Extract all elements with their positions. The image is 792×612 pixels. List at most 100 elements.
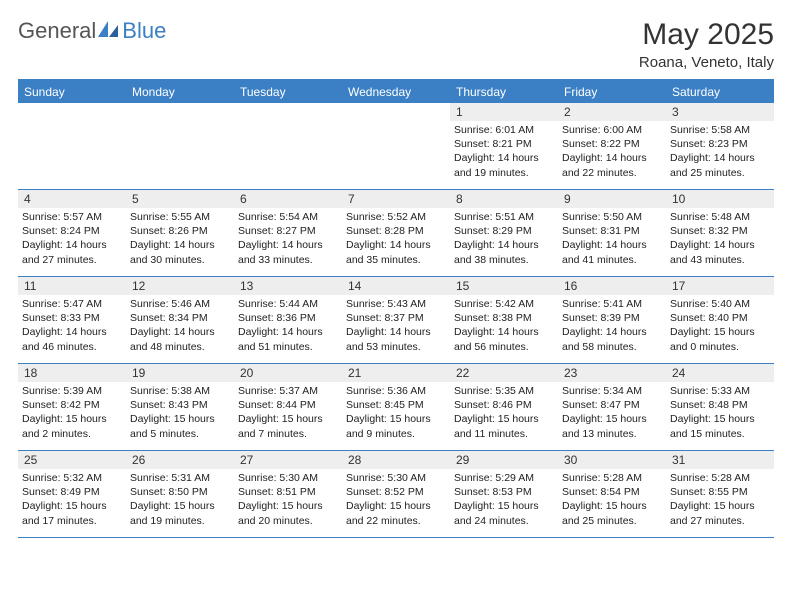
day-number: 22 — [450, 364, 558, 382]
day-number: 3 — [666, 103, 774, 121]
daylight-text-1: Daylight: 14 hours — [562, 238, 662, 252]
sunset-text: Sunset: 8:22 PM — [562, 137, 662, 151]
day-header-cell: Tuesday — [234, 81, 342, 103]
daylight-text-1: Daylight: 15 hours — [562, 412, 662, 426]
day-number: 21 — [342, 364, 450, 382]
sun-info: Sunrise: 5:55 AMSunset: 8:26 PMDaylight:… — [130, 210, 230, 267]
daylight-text-2: and 27 minutes. — [22, 253, 122, 267]
week-row: 4Sunrise: 5:57 AMSunset: 8:24 PMDaylight… — [18, 190, 774, 277]
daylight-text-2: and 20 minutes. — [238, 514, 338, 528]
calendar-cell: 8Sunrise: 5:51 AMSunset: 8:29 PMDaylight… — [450, 190, 558, 276]
daylight-text-1: Daylight: 15 hours — [454, 412, 554, 426]
sun-info: Sunrise: 5:34 AMSunset: 8:47 PMDaylight:… — [562, 384, 662, 441]
daylight-text-1: Daylight: 14 hours — [562, 151, 662, 165]
sunset-text: Sunset: 8:43 PM — [130, 398, 230, 412]
calendar-cell: 19 Sunrise: 5:38 AMSunset: 8:43 PMDayligh… — [126, 364, 234, 450]
sunrise-text: Sunrise: 5:48 AM — [670, 210, 770, 224]
daylight-text-1: Daylight: 15 hours — [562, 499, 662, 513]
daylight-text-2: and 58 minutes. — [562, 340, 662, 354]
calendar-cell: 25 Sunrise: 5:32 AMSunset: 8:49 PMDayligh… — [18, 451, 126, 537]
day-number: 19 — [126, 364, 234, 382]
sun-info: Sunrise: 5:38 AMSunset: 8:43 PMDaylight:… — [130, 384, 230, 441]
daylight-text-1: Daylight: 14 hours — [238, 325, 338, 339]
daylight-text-2: and 33 minutes. — [238, 253, 338, 267]
calendar-cell — [342, 103, 450, 189]
day-header-cell: Thursday — [450, 81, 558, 103]
calendar-cell: 11Sunrise: 5:47 AMSunset: 8:33 PMDayligh… — [18, 277, 126, 363]
calendar-cell: 16Sunrise: 5:41 AMSunset: 8:39 PMDayligh… — [558, 277, 666, 363]
daylight-text-2: and 48 minutes. — [130, 340, 230, 354]
day-number: 7 — [342, 190, 450, 208]
daylight-text-1: Daylight: 14 hours — [562, 325, 662, 339]
daylight-text-2: and 11 minutes. — [454, 427, 554, 441]
sunrise-text: Sunrise: 5:43 AM — [346, 297, 446, 311]
daylight-text-1: Daylight: 15 hours — [130, 499, 230, 513]
sunrise-text: Sunrise: 5:34 AM — [562, 384, 662, 398]
sunrise-text: Sunrise: 5:54 AM — [238, 210, 338, 224]
title-block: May 2025 Roana, Veneto, Italy — [639, 18, 774, 71]
day-number: 13 — [234, 277, 342, 295]
daylight-text-2: and 25 minutes. — [562, 514, 662, 528]
daylight-text-2: and 19 minutes. — [454, 166, 554, 180]
day-number: 24 — [666, 364, 774, 382]
day-number: 31 — [666, 451, 774, 469]
daylight-text-1: Daylight: 14 hours — [670, 151, 770, 165]
daylight-text-1: Daylight: 14 hours — [454, 238, 554, 252]
sunrise-text: Sunrise: 5:57 AM — [22, 210, 122, 224]
daylight-text-2: and 53 minutes. — [346, 340, 446, 354]
sunset-text: Sunset: 8:27 PM — [238, 224, 338, 238]
week-row: 1Sunrise: 6:01 AMSunset: 8:21 PMDaylight… — [18, 103, 774, 190]
calendar-cell: 9Sunrise: 5:50 AMSunset: 8:31 PMDaylight… — [558, 190, 666, 276]
calendar-cell: 14Sunrise: 5:43 AMSunset: 8:37 PMDayligh… — [342, 277, 450, 363]
daylight-text-1: Daylight: 15 hours — [346, 499, 446, 513]
sunrise-text: Sunrise: 5:47 AM — [22, 297, 122, 311]
calendar-cell: 2Sunrise: 6:00 AMSunset: 8:22 PMDaylight… — [558, 103, 666, 189]
sunset-text: Sunset: 8:51 PM — [238, 485, 338, 499]
day-number: 26 — [126, 451, 234, 469]
day-number: 11 — [18, 277, 126, 295]
sunset-text: Sunset: 8:26 PM — [130, 224, 230, 238]
sunset-text: Sunset: 8:38 PM — [454, 311, 554, 325]
day-header-cell: Friday — [558, 81, 666, 103]
sunset-text: Sunset: 8:44 PM — [238, 398, 338, 412]
daylight-text-1: Daylight: 14 hours — [130, 238, 230, 252]
sun-info: Sunrise: 5:28 AMSunset: 8:55 PMDaylight:… — [670, 471, 770, 528]
daylight-text-1: Daylight: 14 hours — [130, 325, 230, 339]
sunset-text: Sunset: 8:36 PM — [238, 311, 338, 325]
day-number: 17 — [666, 277, 774, 295]
sunrise-text: Sunrise: 5:46 AM — [130, 297, 230, 311]
daylight-text-1: Daylight: 15 hours — [238, 412, 338, 426]
sunset-text: Sunset: 8:42 PM — [22, 398, 122, 412]
daylight-text-2: and 41 minutes. — [562, 253, 662, 267]
calendar-cell: 21 Sunrise: 5:36 AMSunset: 8:45 PMDayligh… — [342, 364, 450, 450]
daylight-text-2: and 22 minutes. — [346, 514, 446, 528]
sun-info: Sunrise: 5:29 AMSunset: 8:53 PMDaylight:… — [454, 471, 554, 528]
day-number: 28 — [342, 451, 450, 469]
sun-info: Sunrise: 5:35 AMSunset: 8:46 PMDaylight:… — [454, 384, 554, 441]
sun-info: Sunrise: 5:36 AMSunset: 8:45 PMDaylight:… — [346, 384, 446, 441]
day-header-cell: Sunday — [18, 81, 126, 103]
calendar-cell: 30Sunrise: 5:28 AMSunset: 8:54 PMDayligh… — [558, 451, 666, 537]
sunset-text: Sunset: 8:48 PM — [670, 398, 770, 412]
sunset-text: Sunset: 8:47 PM — [562, 398, 662, 412]
sunset-text: Sunset: 8:29 PM — [454, 224, 554, 238]
sun-info: Sunrise: 5:52 AMSunset: 8:28 PMDaylight:… — [346, 210, 446, 267]
sunrise-text: Sunrise: 5:58 AM — [670, 123, 770, 137]
sun-info: Sunrise: 5:28 AMSunset: 8:54 PMDaylight:… — [562, 471, 662, 528]
daylight-text-2: and 0 minutes. — [670, 340, 770, 354]
daylight-text-1: Daylight: 14 hours — [454, 325, 554, 339]
logo-text-blue: Blue — [122, 18, 166, 44]
header: General Blue May 2025 Roana, Veneto, Ita… — [18, 18, 774, 71]
sun-info: Sunrise: 5:32 AMSunset: 8:49 PMDaylight:… — [22, 471, 122, 528]
calendar-cell: 15Sunrise: 5:42 AMSunset: 8:38 PMDayligh… — [450, 277, 558, 363]
day-number: 25 — [18, 451, 126, 469]
daylight-text-1: Daylight: 14 hours — [454, 151, 554, 165]
sunset-text: Sunset: 8:55 PM — [670, 485, 770, 499]
calendar: SundayMondayTuesdayWednesdayThursdayFrid… — [18, 79, 774, 538]
sun-info: Sunrise: 5:37 AMSunset: 8:44 PMDaylight:… — [238, 384, 338, 441]
calendar-cell: 26Sunrise: 5:31 AMSunset: 8:50 PMDayligh… — [126, 451, 234, 537]
sun-info: Sunrise: 5:42 AMSunset: 8:38 PMDaylight:… — [454, 297, 554, 354]
sunrise-text: Sunrise: 5:28 AM — [670, 471, 770, 485]
day-number: 20 — [234, 364, 342, 382]
sunset-text: Sunset: 8:21 PM — [454, 137, 554, 151]
